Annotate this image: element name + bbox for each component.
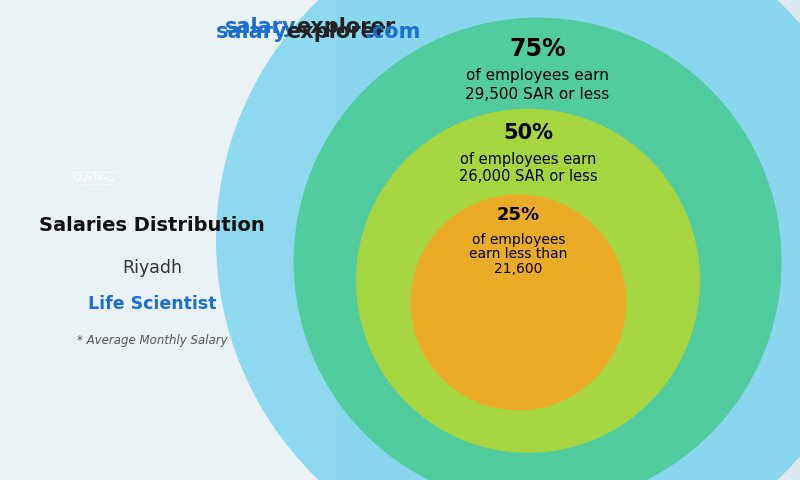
Text: explorer: explorer bbox=[296, 17, 395, 37]
Text: الله اكبر: الله اكبر bbox=[74, 173, 114, 180]
Text: 75%: 75% bbox=[510, 37, 566, 61]
Text: 21,600: 21,600 bbox=[494, 262, 542, 276]
Text: of employees earn: of employees earn bbox=[460, 152, 596, 167]
Text: earn less than: earn less than bbox=[470, 247, 567, 261]
Text: .com: .com bbox=[365, 22, 421, 42]
Text: of employees earn: of employees earn bbox=[466, 68, 609, 83]
Text: explorer: explorer bbox=[286, 22, 386, 42]
Text: * Average Monthly Salary: * Average Monthly Salary bbox=[77, 334, 227, 347]
Text: salary: salary bbox=[216, 22, 288, 42]
Text: 50%: 50% bbox=[503, 123, 553, 143]
Text: Riyadh: Riyadh bbox=[122, 259, 182, 277]
Ellipse shape bbox=[410, 194, 626, 410]
FancyBboxPatch shape bbox=[0, 0, 336, 480]
Text: —————————: ————————— bbox=[70, 170, 118, 175]
Ellipse shape bbox=[216, 0, 800, 480]
Ellipse shape bbox=[356, 109, 700, 453]
Text: 29,500 SAR or less: 29,500 SAR or less bbox=[466, 87, 610, 102]
Text: 26,000 SAR or less: 26,000 SAR or less bbox=[458, 169, 598, 184]
Text: salary: salary bbox=[224, 17, 296, 37]
Text: of employees: of employees bbox=[472, 233, 565, 247]
Text: 25%: 25% bbox=[497, 206, 540, 225]
Ellipse shape bbox=[294, 18, 782, 480]
Text: —————: ————— bbox=[77, 181, 111, 187]
Text: Life Scientist: Life Scientist bbox=[88, 295, 216, 313]
Text: Salaries Distribution: Salaries Distribution bbox=[39, 216, 265, 235]
